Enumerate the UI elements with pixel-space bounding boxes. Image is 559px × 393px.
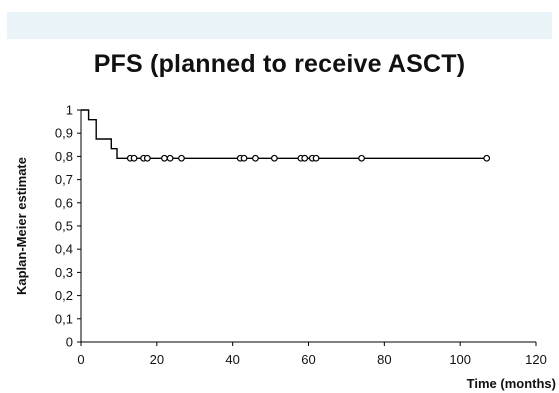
x-tick-label: 60 bbox=[301, 352, 315, 367]
y-tick-label: 0,4 bbox=[55, 242, 73, 257]
censor-point bbox=[358, 154, 365, 162]
censor-point bbox=[130, 154, 138, 162]
censor-point bbox=[166, 154, 174, 162]
y-tick-label: 0 bbox=[66, 335, 73, 350]
y-axis-label: Kaplan-Meier estimate bbox=[14, 157, 29, 295]
censor-point bbox=[161, 154, 168, 162]
censor-point bbox=[252, 154, 259, 162]
censor-point bbox=[270, 154, 278, 162]
y-tick-label: 0,2 bbox=[55, 288, 73, 303]
y-tick-label: 0,5 bbox=[55, 219, 73, 234]
y-tick-label: 0,3 bbox=[55, 265, 73, 280]
censor-point bbox=[483, 154, 491, 162]
y-tick-label: 0,8 bbox=[55, 149, 73, 164]
x-tick-label: 20 bbox=[150, 352, 164, 367]
chart-title: PFS (planned to receive ASCT) bbox=[93, 50, 466, 78]
censor-point bbox=[301, 154, 309, 162]
x-tick-label: 0 bbox=[77, 352, 84, 367]
y-tick-label: 0,9 bbox=[55, 126, 73, 141]
x-axis-label: Time (months) bbox=[467, 376, 556, 391]
censor-point bbox=[240, 154, 248, 162]
x-tick-label: 120 bbox=[525, 352, 547, 367]
censor-point bbox=[312, 154, 320, 162]
y-tick-label: 0,1 bbox=[55, 311, 73, 326]
censor-point bbox=[178, 154, 185, 162]
header-band bbox=[7, 12, 552, 39]
x-tick-label: 80 bbox=[377, 352, 391, 367]
y-ticks: 0 0,1 0,2 0,3 0,4 0,5 0,6 0,7 0,8 0,9 1 bbox=[55, 103, 81, 350]
x-tick-label: 40 bbox=[225, 352, 239, 367]
km-survival-line bbox=[81, 109, 487, 159]
x-ticks: 0 20 40 60 80 100 120 bbox=[77, 342, 547, 367]
y-tick-label: 1 bbox=[66, 103, 73, 118]
y-tick-label: 0,6 bbox=[55, 195, 73, 210]
x-tick-label: 100 bbox=[449, 352, 471, 367]
censor-point bbox=[143, 154, 151, 162]
axes bbox=[80, 110, 536, 343]
censor-marks bbox=[126, 154, 491, 162]
y-tick-label: 0,7 bbox=[55, 172, 73, 187]
